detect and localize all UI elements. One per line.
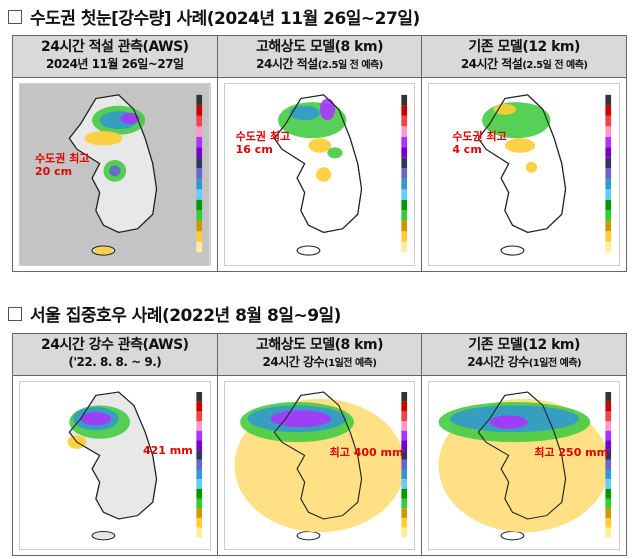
map-graphic [20,84,210,265]
header-legacy: 기존 모델(12 km) 24시간 강수(1일전 예측) [421,333,627,376]
rain-comparison-table: 24시간 강수 관측(AWS) ('22. 8. 8. ~ 9.) 고해상도 모델… [12,333,627,556]
map-annotation: 최고 400 mm [329,446,404,459]
colorbar [605,392,612,538]
header-aws: 24시간 강수 관측(AWS) ('22. 8. 8. ~ 9.) [12,333,218,376]
map-annotation: 최고 250 mm [534,446,609,459]
header-aws: 24시간 적설 관측(AWS) 2024년 11월 26일~27일 [12,35,218,78]
map-graphic [429,382,619,549]
map-cell: 수도권 최고 16 cm [216,77,423,272]
colorbar [196,94,203,253]
map-cell: 수도권 최고 4 cm [421,77,627,272]
map-annotation: 수도권 최고 16 cm [235,130,291,156]
map-cell: 최고 250 mm [421,375,627,556]
checkbox-bullet-icon [8,9,22,24]
legacy-rain-map [428,381,620,550]
legacy-snow-map [428,83,620,266]
map-graphic [224,84,415,265]
checkbox-bullet-icon [8,306,22,321]
map-cell: 수도권 최고 20 cm [12,77,218,272]
map-graphic [429,84,619,265]
colorbar [196,392,203,538]
map-cell: 최고 400 mm [216,375,423,556]
map-cell: 421 mm [12,375,218,556]
colorbar [401,392,407,538]
highres-snow-map [223,83,416,266]
section1-title: 수도권 첫눈[강수량] 사례(2024년 11월 26일~27일) [8,4,420,29]
colorbar [605,94,612,253]
map-graphic [20,382,210,549]
header-legacy: 기존 모델(12 km) 24시간 적설(2.5일 전 예측) [421,35,627,78]
header-highres: 고해상도 모델(8 km) 24시간 적설(2.5일 전 예측) [216,35,423,78]
header-highres: 고해상도 모델(8 km) 24시간 강수(1일전 예측) [216,333,423,376]
map-annotation: 421 mm [143,444,193,457]
highres-rain-map [223,381,416,550]
rain-observation-map [19,381,211,550]
section2-title: 서울 집중호우 사례(2022년 8월 8일~9일) [8,301,341,326]
map-annotation: 수도권 최고 4 cm [452,130,507,156]
map-graphic [224,382,415,549]
snow-observation-map [19,83,211,266]
map-annotation: 수도권 최고 20 cm [35,152,90,178]
colorbar [401,94,407,253]
snow-comparison-table: 24시간 적설 관측(AWS) 2024년 11월 26일~27일 고해상도 모델… [12,35,627,272]
